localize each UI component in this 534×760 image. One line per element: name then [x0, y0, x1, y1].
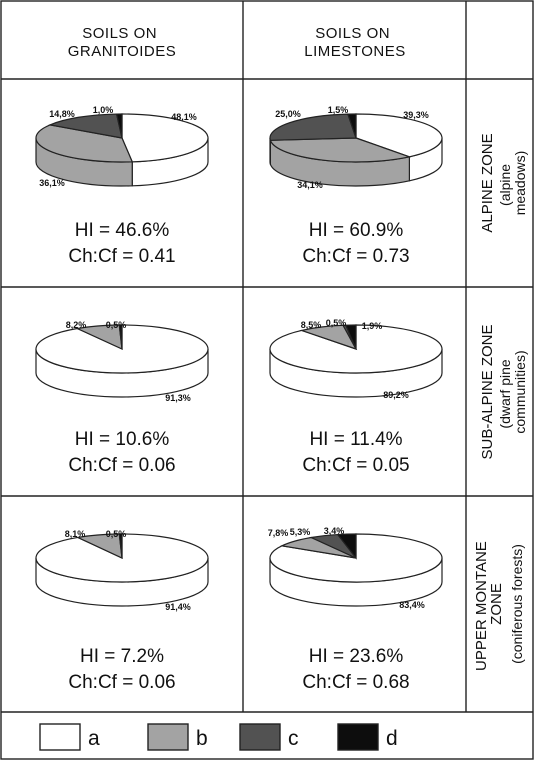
slice-data-label: 39,3%	[403, 110, 429, 120]
pie-slice-a	[355, 113, 443, 158]
legend-item-c: c	[239, 723, 299, 751]
legend: a b c d	[39, 723, 398, 751]
legend-label: a	[88, 727, 100, 750]
legend-swatch	[337, 723, 379, 751]
chcf-value: Ch:Cf = 0.41	[68, 246, 175, 267]
pie-slice-d	[115, 113, 123, 139]
column-header: SOILS ON LIMESTONES	[304, 25, 405, 60]
pie-cell: 91,3% 8,2% 0,5% HI = 10.6% Ch:Cf = 0.06	[35, 320, 209, 476]
legend-item-d: d	[337, 723, 398, 751]
legend-label: c	[288, 727, 299, 750]
slice-data-label: 7,8%	[268, 528, 289, 538]
slice-data-label: 3,4%	[324, 526, 345, 536]
chcf-value: Ch:Cf = 0.06	[68, 672, 175, 693]
pie-cell: 89,2% 8,5% 0,5% 1,9% HI = 11.4% Ch:Cf = 0.05	[269, 318, 443, 476]
hi-value: HI = 46.6%	[75, 220, 170, 241]
pie-slice-d	[336, 533, 357, 560]
pie-slice-a	[121, 113, 209, 163]
slice-data-label: 0,5%	[106, 320, 127, 330]
pie-slice-d	[118, 324, 123, 350]
slice-data-label: 34,1%	[297, 180, 323, 190]
chcf-value: Ch:Cf = 0.06	[68, 455, 175, 476]
pie-slice-b	[269, 137, 412, 163]
row-sublabel-subalpine: (dwarf pine communities)	[497, 350, 528, 433]
pie-cell: 39,3% 34,1% 25,0% 1,5% HI = 60.9% Ch:Cf = 0.7…	[269, 105, 443, 267]
slice-data-label: 8,2%	[66, 320, 87, 330]
pie-slice-d	[118, 533, 123, 559]
slice-data-label: 0,5%	[326, 318, 347, 328]
hi-value: HI = 60.9%	[309, 220, 404, 241]
slice-data-label: 36,1%	[39, 178, 65, 188]
slice-data-label: 14,8%	[49, 109, 75, 119]
slice-data-label: 1,9%	[362, 321, 383, 331]
pies-layer: 48,1% 36,1% 14,8% 1,0% HI = 46.6% Ch:Cf = 0.4…	[35, 105, 443, 693]
chcf-value: Ch:Cf = 0.68	[302, 672, 409, 693]
row-label-subalpine: SUB-ALPINE ZONE	[479, 324, 496, 459]
legend-item-b: b	[147, 723, 208, 751]
row-sublabel-upper-montane: (coniferous forests)	[509, 544, 525, 664]
pie-cell: 48,1% 36,1% 14,8% 1,0% HI = 46.6% Ch:Cf = 0.4…	[35, 105, 209, 267]
pie-slice-d	[344, 324, 357, 350]
hi-value: HI = 7.2%	[80, 646, 164, 667]
row-sublabel-alpine: (alpine meadows)	[497, 151, 528, 216]
legend-item-a: a	[39, 723, 100, 751]
slice-data-label: 1,0%	[93, 105, 114, 115]
slice-data-label: 8,5%	[301, 320, 322, 330]
slice-data-label: 8,1%	[65, 529, 86, 539]
slice-data-label: 25,0%	[275, 109, 301, 119]
legend-label: d	[386, 727, 398, 750]
hi-value: HI = 11.4%	[309, 429, 402, 450]
hi-value: HI = 23.6%	[309, 646, 404, 667]
legend-swatch	[239, 723, 281, 751]
slice-data-label: 0,5%	[106, 529, 127, 539]
row-label-upper-montane: UPPER MONTANE ZONE	[473, 537, 505, 671]
slice-data-label: 1,5%	[328, 105, 349, 115]
pie-slice-c	[269, 113, 357, 141]
column-header: SOILS ON GRANITOIDES	[68, 25, 177, 60]
pie-slice-d	[347, 113, 357, 139]
pie-cell: 83,4% 7,8% 5,3% 3,4% HI = 23.6% Ch:Cf = 0.68	[268, 526, 443, 693]
row-label-alpine: ALPINE ZONE	[479, 133, 496, 232]
legend-swatch	[39, 723, 81, 751]
chcf-value: Ch:Cf = 0.05	[302, 455, 409, 476]
legend-swatch	[147, 723, 189, 751]
pie-slice-c	[47, 113, 123, 139]
slice-data-label: 91,4%	[165, 602, 191, 612]
chcf-value: Ch:Cf = 0.73	[302, 246, 409, 267]
hi-value: HI = 10.6%	[75, 429, 170, 450]
slice-data-label: 89,2%	[383, 390, 409, 400]
legend-label: b	[196, 727, 208, 750]
slice-data-label: 91,3%	[165, 393, 191, 403]
pie-slice-a	[269, 324, 443, 374]
slice-data-label: 5,3%	[290, 527, 311, 537]
pie-cell: 91,4% 8,1% 0,5% HI = 7.2% Ch:Cf = 0.06	[35, 529, 209, 693]
pie-slice-a	[269, 533, 443, 583]
slice-data-label: 83,4%	[399, 600, 425, 610]
slice-data-label: 48,1%	[171, 112, 197, 122]
pie-slice-b	[35, 124, 134, 163]
